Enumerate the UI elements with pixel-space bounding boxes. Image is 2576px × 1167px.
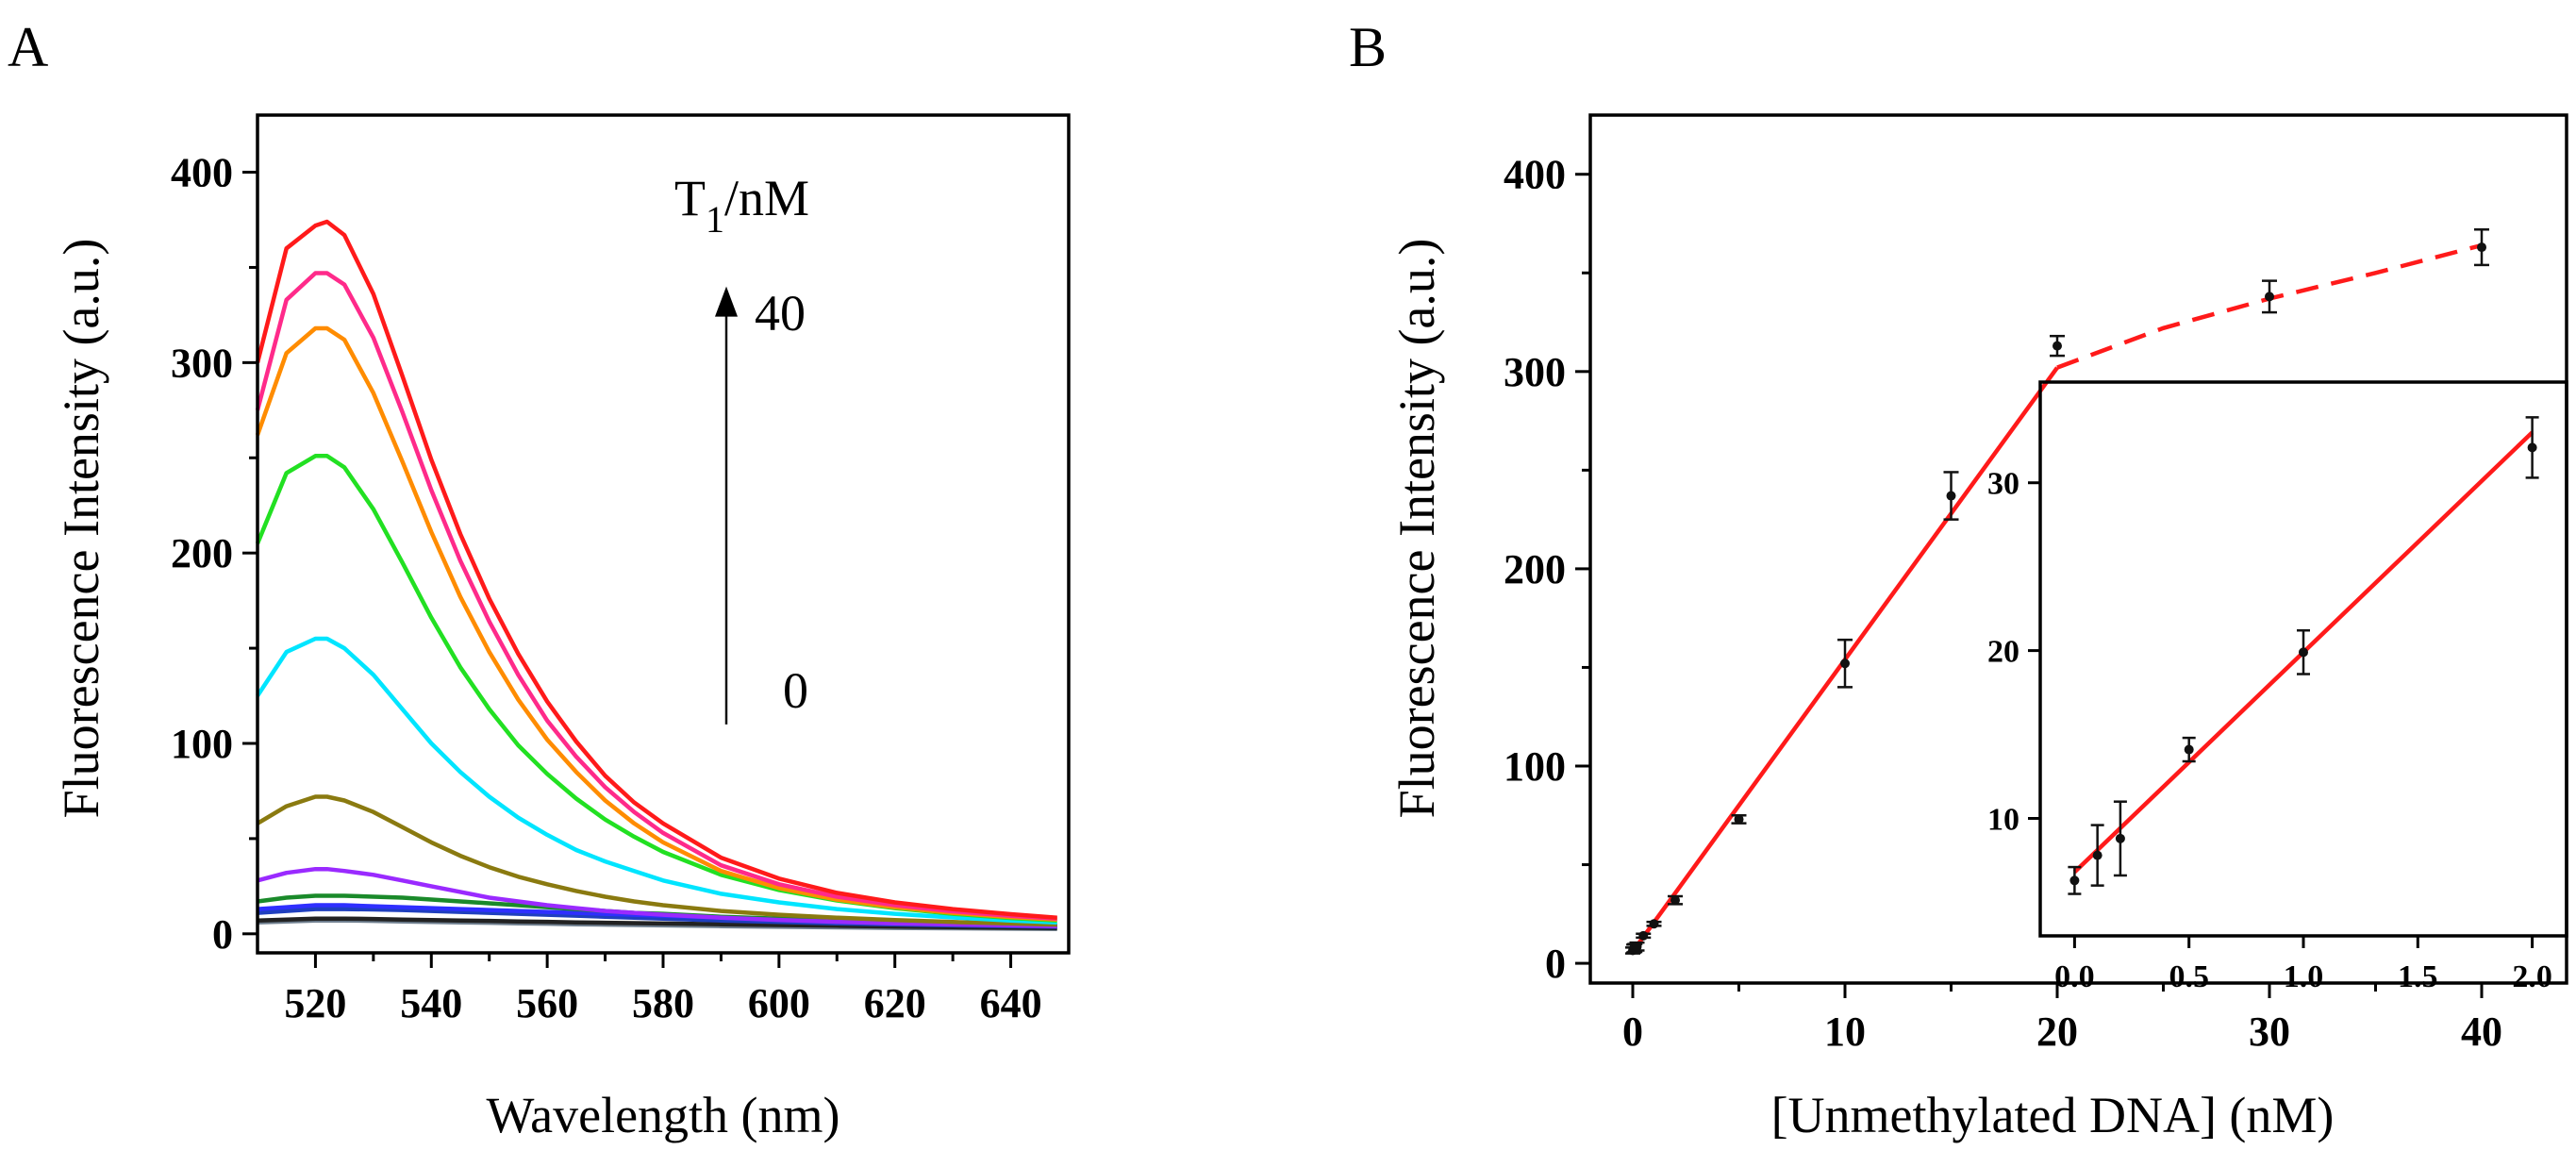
annotation-title-main: T: [674, 170, 706, 226]
x-tick-label-580: 580: [632, 980, 694, 1026]
y-tick-label-400: 400: [1504, 152, 1566, 198]
annotation-title-unit: /nM: [724, 170, 809, 226]
y-tick-label-0: 0: [212, 911, 233, 958]
inset-y-tick-label-30: 30: [1987, 467, 2019, 502]
panel-b-points: [1625, 228, 2489, 956]
inset-ticks: 0.0 0.5 1.0 1.5 2.0 10 20 30: [1987, 467, 2552, 994]
y-tick-label-100: 100: [1504, 743, 1566, 790]
spectrum-line-9: [255, 325, 1057, 922]
x-tick-label-640: 640: [980, 980, 1042, 1026]
inset-x-tick-label-0: 0.0: [2054, 959, 2095, 994]
panel-b-xlabel: [Unmethylated DNA] (nM): [1771, 1087, 2335, 1143]
panel-a-label: A: [8, 16, 48, 78]
data-point-8: [1840, 659, 1850, 669]
panel-b-ylabel: Fluorescence Intensity (a.u.): [1388, 239, 1445, 819]
x-tick-label-30: 30: [2249, 1009, 2290, 1055]
annotation-title-sub: 1: [706, 198, 724, 241]
x-tick-label-560: 560: [516, 980, 578, 1026]
x-tick-label-40: 40: [2461, 1009, 2502, 1055]
y-tick-label-300: 300: [171, 340, 233, 386]
y-tick-label-200: 200: [171, 530, 233, 576]
spectrum-line-11: [255, 219, 1057, 920]
x-tick-label-620: 620: [864, 980, 926, 1026]
annotation-top-value: 40: [755, 285, 806, 342]
inset-y-tick-label-10: 10: [1987, 802, 2019, 837]
data-point-6: [1670, 895, 1680, 906]
data-point-10: [2052, 341, 2062, 351]
inset-data-point-0: [2069, 875, 2080, 886]
data-point-3: [1632, 942, 1642, 952]
y-tick-label-0: 0: [1545, 941, 1566, 987]
panel-a-xlabel: Wavelength (nm): [486, 1087, 839, 1143]
inset-x-tick-label-1: 0.5: [2169, 959, 2209, 994]
spectrum-line-10: [255, 271, 1057, 921]
panel-b-frame: [1588, 113, 2568, 985]
inset-points: [2068, 416, 2539, 895]
spectrum-line-6: [256, 794, 1057, 927]
inset-x-tick-label-2: 1.0: [2284, 959, 2324, 994]
data-point-5: [1649, 919, 1659, 929]
data-point-12: [2477, 242, 2486, 253]
x-tick-label-10: 10: [1824, 1009, 1866, 1055]
y-tick-label-200: 200: [1504, 546, 1566, 592]
x-tick-label-600: 600: [748, 980, 810, 1026]
spectrum-line-1: [257, 916, 1057, 931]
data-point-9: [1946, 491, 1956, 501]
data-point-7: [1734, 814, 1744, 825]
spectrum-line-5: [257, 866, 1057, 928]
panel-a-curves: [255, 219, 1057, 932]
spectrum-line-8: [255, 454, 1057, 923]
inset-chart: 0.0 0.5 1.0 1.5 2.0 10 20 30: [1987, 380, 2568, 994]
inset-data-point-4: [2299, 647, 2308, 658]
inset-data-point-1: [2092, 850, 2102, 860]
annotation-bottom-value: 0: [783, 662, 808, 719]
x-tick-label-0: 0: [1622, 1009, 1643, 1055]
inset-data-point-5: [2527, 442, 2537, 453]
inset-y-tick-label-20: 20: [1987, 635, 2019, 670]
panel-a-frame: [256, 113, 1071, 955]
y-tick-label-400: 400: [171, 150, 233, 196]
data-point-11: [2265, 292, 2274, 302]
inset-x-tick-label-3: 1.5: [2398, 959, 2438, 994]
x-tick-label-540: 540: [400, 980, 462, 1026]
y-tick-label-300: 300: [1504, 349, 1566, 395]
annotation-title: T1/nM: [674, 170, 809, 241]
spectrum-line-7: [256, 636, 1057, 925]
panel-a-ylabel: Fluorescence Intensity (a.u.): [53, 239, 109, 819]
annotation-arrow-head: [715, 286, 738, 317]
x-tick-label-20: 20: [2036, 1009, 2078, 1055]
inset-data-point-2: [2115, 833, 2125, 843]
data-point-4: [1638, 930, 1649, 941]
y-tick-label-100: 100: [171, 721, 233, 767]
inset-x-tick-label-4: 2.0: [2512, 959, 2552, 994]
panel-b-label: B: [1349, 16, 1387, 78]
x-tick-label-520: 520: [284, 980, 346, 1026]
inset-data-point-3: [2184, 744, 2194, 755]
